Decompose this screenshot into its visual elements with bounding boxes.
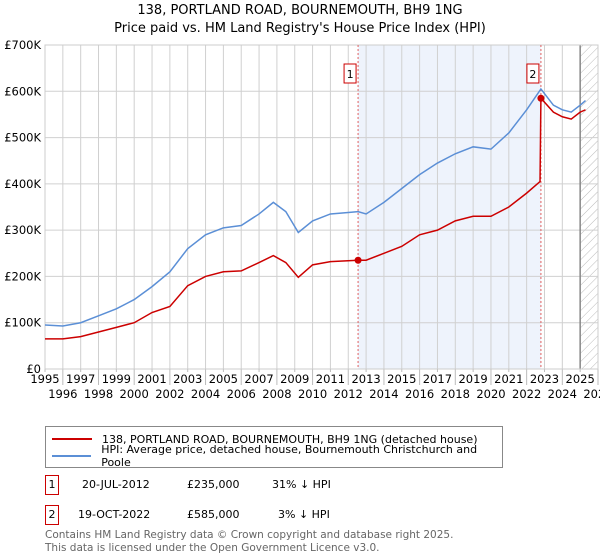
x-tick-label: 2002	[155, 387, 184, 401]
x-tick-label: 2001	[137, 372, 166, 386]
x-tick-label: 2004	[191, 387, 220, 401]
legend-red-label: 138, PORTLAND ROAD, BOURNEMOUTH, BH9 1NG…	[102, 432, 478, 446]
x-tick-label: 2015	[387, 372, 416, 386]
x-tick-label: 2018	[441, 387, 470, 401]
x-tick-label: 1997	[66, 372, 95, 386]
x-tick-label: 2023	[530, 372, 559, 386]
x-tick-label: 2022	[512, 387, 541, 401]
hatched-future-region	[580, 45, 598, 369]
series-line	[44, 87, 587, 327]
plot-frame	[44, 44, 599, 370]
sale-point	[354, 256, 362, 264]
sale-marker: 2	[45, 505, 59, 525]
series-line	[45, 96, 586, 340]
sale-price: £235,000	[187, 478, 240, 491]
x-tick-label: 2013	[351, 372, 380, 386]
sale-point	[537, 94, 545, 102]
sale-row-2: 2 19-OCT-2022 £585,000 3% ↓ HPI	[45, 505, 445, 527]
sale-price: £585,000	[187, 508, 240, 521]
x-tick-label: 2012	[334, 387, 363, 401]
sale-marker: 1	[45, 475, 59, 495]
x-tick-label: 2006	[227, 387, 256, 401]
annotation-label: 2	[529, 68, 536, 81]
x-tick-label: 2020	[476, 387, 505, 401]
sale-date: 19-OCT-2022	[78, 508, 151, 521]
legend-blue-label: HPI: Average price, detached house, Bour…	[101, 443, 478, 469]
y-tick-label: £300K	[4, 223, 41, 237]
legend: 138, PORTLAND ROAD, BOURNEMOUTH, BH9 1NG…	[45, 426, 503, 469]
sale-hpi: 3% ↓ HPI	[278, 508, 330, 521]
x-tick-label: 2007	[244, 372, 273, 386]
chart-title: 138, PORTLAND ROAD, BOURNEMOUTH, BH9 1NG	[137, 3, 463, 18]
sale-hpi: 31% ↓ HPI	[272, 478, 331, 491]
footer-line-2: This data is licensed under the Open Gov…	[45, 542, 380, 554]
x-tick-label: 2010	[298, 387, 327, 401]
footer: Contains HM Land Registry data © Crown c…	[45, 529, 453, 555]
y-tick-label: £0	[26, 362, 41, 376]
annotation-box	[526, 63, 540, 84]
x-tick-label: 1998	[84, 387, 113, 401]
x-tick-label: 2026	[583, 387, 600, 401]
x-tick-label: 2019	[458, 372, 487, 386]
x-tick-label: 2005	[209, 372, 238, 386]
sale-row-1: 1 20-JUL-2012 £235,000 31% ↓ HPI	[45, 475, 445, 497]
x-tick-label: 2024	[548, 387, 577, 401]
x-tick-label: 2016	[405, 387, 434, 401]
y-tick-label: £700K	[4, 38, 41, 52]
x-tick-label: 2014	[369, 387, 398, 401]
legend-red-line	[52, 438, 92, 440]
shaded-region	[358, 45, 541, 369]
x-tick-label: 2000	[120, 387, 149, 401]
x-tick-label: 2017	[423, 372, 452, 386]
x-tick-label: 2009	[280, 372, 309, 386]
x-tick-label: 2021	[494, 372, 523, 386]
x-tick-label: 2008	[262, 387, 291, 401]
annotation-box	[343, 63, 357, 84]
x-tick-label: 2003	[173, 372, 202, 386]
annotation-label: 1	[347, 68, 354, 81]
y-tick-label: £500K	[4, 131, 41, 145]
y-tick-label: £400K	[4, 177, 41, 191]
x-tick-label: 2025	[566, 372, 595, 386]
chart-subtitle: Price paid vs. HM Land Registry's House …	[114, 21, 486, 36]
x-tick-label: 1999	[102, 372, 131, 386]
y-tick-label: £100K	[4, 316, 41, 330]
sale-date: 20-JUL-2012	[82, 478, 150, 491]
y-tick-label: £600K	[4, 84, 41, 98]
legend-blue-line	[52, 455, 92, 457]
x-tick-label: 2011	[316, 372, 345, 386]
footer-line-1: Contains HM Land Registry data © Crown c…	[45, 529, 454, 541]
price-chart: 1995199619971998199920002001200220032004…	[4, 38, 600, 401]
x-tick-label: 1996	[48, 387, 77, 401]
x-tick-label: 1995	[30, 372, 59, 386]
y-tick-label: £200K	[4, 269, 41, 283]
